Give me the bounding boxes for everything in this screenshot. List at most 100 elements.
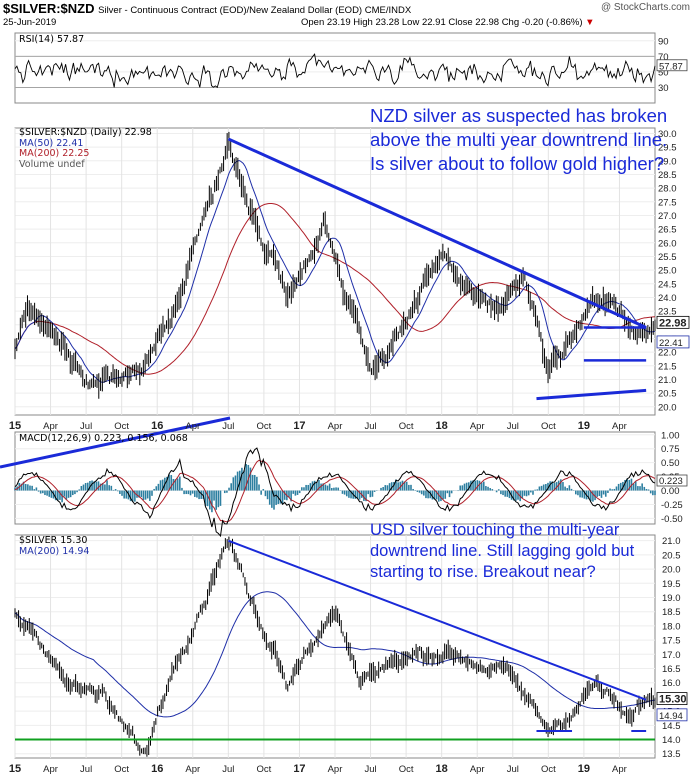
- usd-x-tick: Oct: [541, 764, 556, 775]
- nzd-y-tick: 28.5: [658, 170, 677, 181]
- nzd-y-tick: 22.0: [658, 348, 677, 359]
- down-arrow-icon: ▼: [585, 17, 595, 28]
- usd-annotation: USD silver touching the multi-year downt…: [370, 521, 635, 581]
- nzd-x-tick: Oct: [541, 421, 556, 432]
- nzd-annotation: NZD silver as suspected has broken above…: [370, 105, 668, 174]
- nzd-x-tick: Jul: [364, 421, 376, 432]
- usd-price-tag: [656, 692, 688, 706]
- usd-x-tick: Apr: [43, 764, 58, 775]
- usd-y-tick: 18.0: [662, 621, 681, 632]
- nzd-x-tick: Apr: [470, 421, 485, 432]
- nzd-y-tick: 25.0: [658, 266, 677, 277]
- macd-signal-line: [14, 459, 656, 523]
- usd-ma200-line: [14, 591, 656, 718]
- macd-y-tick: 1.00: [661, 430, 680, 441]
- nzd-x-tick: 17: [293, 420, 305, 432]
- rsi-value-label: 57.87: [659, 61, 683, 72]
- nzd-y-tick: 20.5: [658, 389, 677, 400]
- macd-trendline-extension: [0, 416, 231, 469]
- nzd-x-tick: 18: [436, 420, 448, 432]
- usd-y-tick: 17.5: [662, 636, 681, 647]
- usd-y-tick: 21.0: [662, 536, 681, 547]
- macd-y-tick: -0.25: [661, 500, 683, 511]
- rsi-y-tick: 70: [658, 52, 669, 63]
- usd-y-tick: 16.0: [662, 678, 681, 689]
- macd-value-tag: [656, 474, 688, 487]
- usd-y-tick: 19.0: [662, 593, 681, 604]
- usd-x-tick: Oct: [399, 764, 414, 775]
- nzd-downtrend-line: [227, 137, 647, 329]
- usd-x-tick: Jul: [222, 764, 234, 775]
- macd-y-tick: 0.50: [661, 458, 680, 469]
- quote-line: Open 23.19 High 23.28 Low 22.91 Close 22…: [301, 17, 595, 28]
- nzd-y-tick: 26.0: [658, 238, 677, 249]
- nzd-legend-price: $SILVER:$NZD (Daily) 22.98: [19, 127, 152, 138]
- usd-x-tick: 19: [578, 763, 590, 775]
- usd-x-tick: Apr: [328, 764, 343, 775]
- usd-price-label: 15.30: [659, 694, 687, 706]
- nzd-x-tick: Apr: [612, 421, 627, 432]
- usd-x-tick: 16: [151, 763, 163, 775]
- macd-y-tick: 0.75: [661, 444, 680, 455]
- usd-legend-ma200: MA(200) 14.94: [19, 545, 90, 557]
- usd-x-tick: 17: [293, 763, 305, 775]
- usd-y-tick: 18.5: [662, 607, 681, 618]
- usd-x-tick: Apr: [185, 764, 200, 775]
- nzd-y-tick: 27.5: [658, 197, 677, 208]
- usd-y-tick: 13.5: [662, 749, 681, 760]
- nzd-y-tick: 21.0: [658, 375, 677, 386]
- macd-legend: MACD(12,26,9) 0.223, 0.156, 0.068: [19, 433, 188, 444]
- rsi-y-tick: 50: [658, 67, 669, 78]
- nzd-y-tick: 28.0: [658, 184, 677, 195]
- usd-x-tick: Jul: [80, 764, 92, 775]
- nzd-x-tick: Oct: [399, 421, 414, 432]
- nzd-x-tick: Jul: [507, 421, 519, 432]
- macd-value-label: 0.223: [659, 476, 683, 487]
- rsi-line: [14, 53, 656, 89]
- usd-y-tick: 14.0: [662, 735, 681, 746]
- nzd-price-tag: [656, 315, 690, 329]
- usd-y-tick: 17.0: [662, 650, 681, 661]
- rsi-y-tick: 30: [658, 83, 669, 94]
- usd-x-tick: Oct: [114, 764, 129, 775]
- nzd-y-tick: 21.5: [658, 361, 677, 372]
- usd-downtrend-line: [227, 539, 647, 701]
- nzd-legend: $SILVER:$NZD (Daily) 22.98 MA(50) 22.41 …: [19, 127, 152, 170]
- nzd-x-tick: Oct: [114, 421, 129, 432]
- nzd-y-tick: 29.0: [658, 156, 677, 167]
- rsi-legend: RSI(14) 57.87: [19, 34, 85, 45]
- usd-x-tick: 18: [436, 763, 448, 775]
- nzd-legend-ma200: MA(200) 22.25: [19, 148, 90, 159]
- nzd-x-tick: 19: [578, 420, 590, 432]
- macd-y-tick: 0.00: [661, 486, 680, 497]
- nzd-price-label: 22.41: [659, 338, 683, 349]
- nzd-x-tick: Jul: [80, 421, 92, 432]
- nzd-x-tick: Apr: [328, 421, 343, 432]
- usd-y-tick: 20.5: [662, 550, 681, 561]
- nzd-price-label: 22.98: [659, 317, 687, 329]
- chart-date: 25-Jun-2019: [3, 17, 57, 28]
- nzd-x-tick: 15: [9, 420, 21, 432]
- nzd-legend-volume: Volume undef: [19, 158, 85, 170]
- nzd-y-tick: 30.0: [658, 129, 677, 140]
- nzd-y-tick: 29.5: [658, 143, 677, 154]
- nzd-y-tick: 25.5: [658, 252, 677, 263]
- nzd-legend-ma50: MA(50) 22.41: [19, 137, 84, 149]
- nzd-price-tag: [656, 335, 690, 349]
- nzd-x-tick: Apr: [185, 421, 200, 432]
- usd-legend-price: $SILVER 15.30: [19, 535, 88, 546]
- nzd-x-tick: Oct: [256, 421, 271, 432]
- usd-y-tick: 14.5: [662, 721, 681, 732]
- macd-y-tick: -0.50: [661, 514, 683, 525]
- nzd-y-tick: 23.5: [658, 307, 677, 318]
- nzd-y-tick: 27.0: [658, 211, 677, 222]
- watermark: @ StockCharts.com: [600, 2, 690, 13]
- nzd-y-tick: 20.0: [658, 402, 677, 413]
- usd-price-label: 14.94: [659, 711, 683, 722]
- nzd-uptrend-line: [536, 388, 647, 401]
- nzd-x-tick: 16: [151, 420, 163, 432]
- usd-x-tick: Jul: [364, 764, 376, 775]
- rsi-y-tick: 90: [658, 36, 669, 47]
- usd-x-tick: Oct: [256, 764, 271, 775]
